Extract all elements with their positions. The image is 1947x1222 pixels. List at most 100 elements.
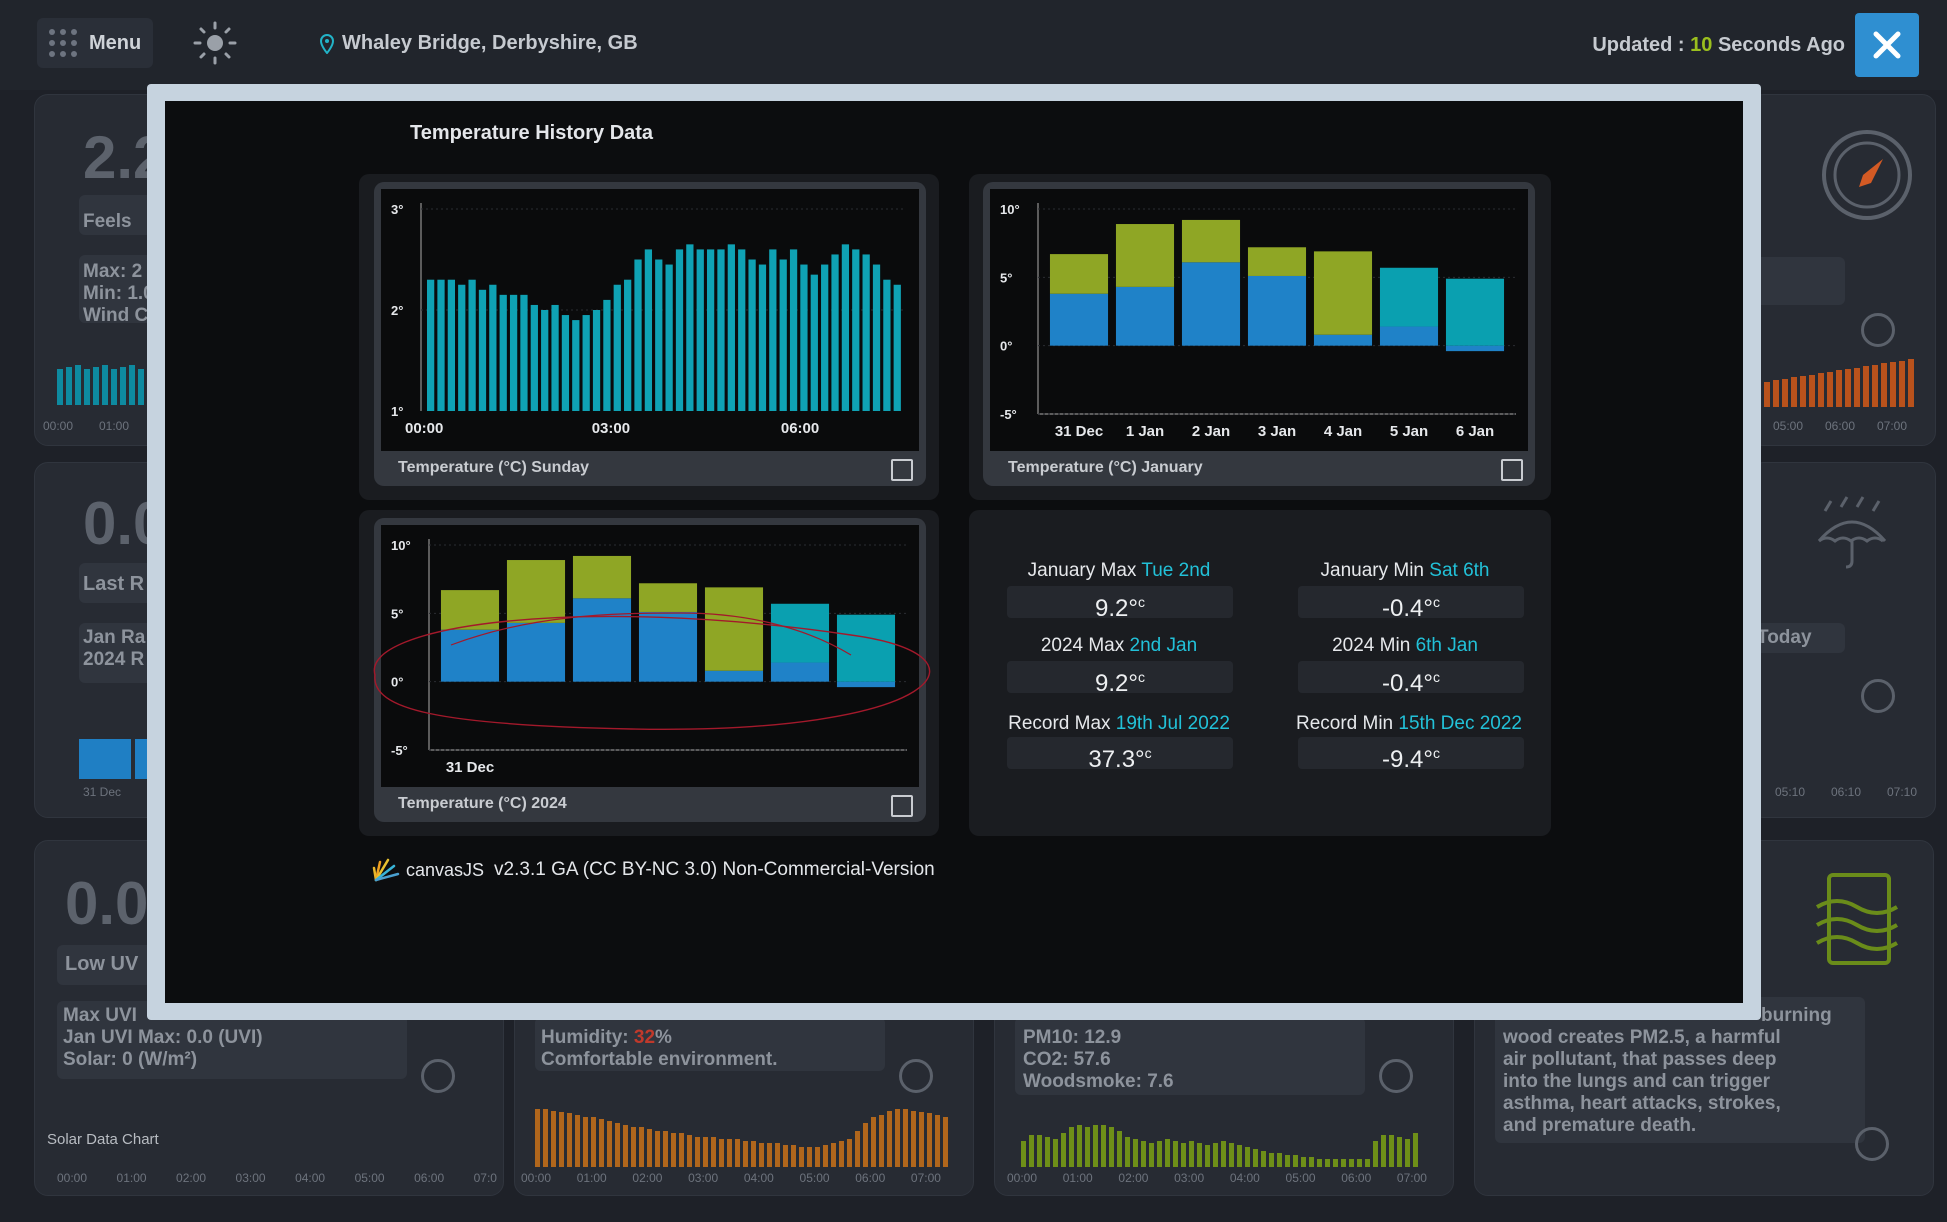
mini-bar [679, 1133, 684, 1167]
mini-bar [1253, 1149, 1258, 1167]
today-label: Today [1757, 627, 1812, 648]
mini-bar [1285, 1155, 1290, 1167]
min-temp-bar [1445, 345, 1505, 352]
smoke-line-0: burning [1761, 1005, 1832, 1026]
min-temp-bar [638, 611, 698, 682]
temperature-bar [655, 259, 663, 411]
mini-bar [671, 1133, 676, 1167]
uv-chart-icon[interactable] [421, 1059, 455, 1093]
temperature-bar [458, 284, 466, 411]
temperature-bar [727, 244, 735, 411]
min-temp-bar [506, 622, 566, 682]
humidity-line: Humidity: 32% [541, 1027, 672, 1049]
temperature-bar [447, 279, 455, 411]
expand-icon[interactable] [891, 459, 913, 481]
mini-bar [775, 1143, 780, 1167]
temperature-bar [634, 259, 642, 411]
mini-bar [1109, 1127, 1114, 1167]
mini-bar [1881, 363, 1887, 407]
mini-bar [703, 1137, 708, 1167]
grid-icon [49, 29, 77, 57]
mini-bar [591, 1117, 596, 1167]
tick-label: 00:00 [1007, 1171, 1038, 1185]
temperature-bar [862, 254, 870, 411]
temperature-bar [592, 310, 601, 411]
year-temperature-chart: 10° 5° 0° -5° 31 Dec [373, 538, 931, 776]
humidity-desc: Comfortable environment. [541, 1049, 778, 1070]
mini-bar [1373, 1141, 1378, 1167]
feels-label: Feels [83, 211, 132, 232]
mini-bar [1021, 1141, 1026, 1167]
mini-bar [1133, 1139, 1138, 1167]
mini-bar [1899, 360, 1905, 407]
tick-label: 05:00 [1285, 1171, 1316, 1185]
rain-rate-tick-1: 06:10 [1831, 785, 1862, 799]
wind-tick-1: 06:00 [1825, 419, 1856, 433]
expand-icon[interactable] [1501, 459, 1523, 481]
tick-label: 03:00 [688, 1171, 719, 1185]
tick-label: 06:00 [855, 1171, 886, 1185]
mini-bar [919, 1112, 924, 1167]
wind-chart-icon[interactable] [1861, 313, 1895, 347]
mini-bar [1818, 373, 1824, 407]
jan-max-value: 9.2°c [1007, 586, 1233, 622]
mini-bar [759, 1143, 764, 1167]
tick-label: 04:00 [1229, 1171, 1260, 1185]
temperature-bar [530, 304, 538, 411]
temperature-bar [789, 249, 798, 411]
location-pin-icon [320, 33, 334, 54]
x-tick-label: 2 Jan [1192, 423, 1230, 440]
min-temp-bar [1049, 293, 1109, 346]
tick-label: 07:00 [910, 1171, 941, 1185]
mini-bar [111, 369, 117, 405]
mini-bar [75, 365, 81, 405]
mini-bar [1863, 366, 1869, 407]
modal-title: Temperature History Data [410, 122, 654, 144]
mini-bar [1845, 369, 1851, 407]
canvasjs-credit[interactable]: canvasJS v2.3.1 GA (CC BY-NC 3.0) Non-Co… [372, 856, 935, 884]
mini-bar [927, 1113, 932, 1167]
x-tick-label: 4 Jan [1324, 423, 1362, 440]
mini-bar [751, 1141, 756, 1167]
max-temp-bar [1445, 278, 1505, 346]
rain-rate-chart-icon[interactable] [1861, 679, 1895, 713]
tick-label: 00:00 [521, 1171, 552, 1185]
menu-button[interactable]: Menu [37, 18, 153, 68]
smoke-text-pill [1495, 997, 1865, 1143]
temperature-bar [603, 299, 611, 411]
mini-bar [783, 1145, 788, 1167]
theme-toggle-icon[interactable] [192, 20, 238, 66]
mini-bar [1764, 381, 1770, 407]
sunday-temperature-chart: 3° 2° 1°00:00 03:00 06:00 [391, 202, 906, 437]
mini-bar [823, 1145, 828, 1167]
tick-label: 01:00 [576, 1171, 607, 1185]
uv-ticks: 00:00 01:00 02:00 03:00 04:00 05:00 06:00 07:0 [57, 1171, 497, 1185]
temperature-bar [841, 244, 850, 411]
tick-label: 07:0 [473, 1171, 497, 1185]
mini-bar [1341, 1159, 1346, 1167]
mini-bar [863, 1123, 868, 1167]
close-button[interactable] [1855, 13, 1919, 77]
temp-tick-0: 00:00 [43, 419, 74, 433]
temperature-bar [509, 294, 518, 411]
mini-bar [711, 1137, 716, 1167]
x-tick-label: 00:00 [405, 420, 443, 437]
mini-bar [807, 1147, 812, 1167]
record-max-day: 19th Jul 2022 [1115, 713, 1230, 734]
info-icon[interactable] [1855, 1127, 1889, 1161]
temperature-bar [427, 279, 435, 411]
temperature-bar [872, 264, 881, 411]
humidity-chart-icon[interactable] [899, 1059, 933, 1093]
temperature-bar [437, 279, 445, 411]
unit-label: c [1144, 745, 1152, 761]
expand-icon[interactable] [891, 795, 913, 817]
mini-bar [943, 1117, 948, 1167]
mini-bar [839, 1141, 844, 1167]
mini-bar [631, 1127, 636, 1167]
mini-bar [1854, 367, 1860, 407]
humidity-pill [535, 1017, 885, 1071]
rain-line-1: Jan Ra [83, 627, 146, 648]
mini-bar [120, 367, 126, 405]
air-chart-icon[interactable] [1379, 1059, 1413, 1093]
y-tick-label: 3° [391, 202, 403, 217]
